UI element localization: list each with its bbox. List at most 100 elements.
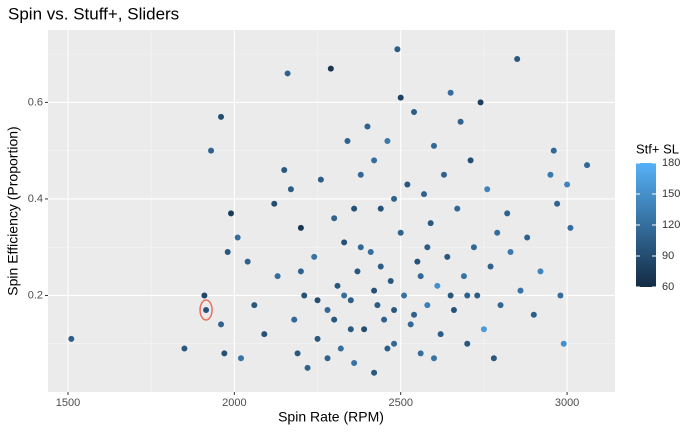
point	[291, 316, 298, 323]
colorbar	[636, 163, 656, 287]
point	[218, 113, 225, 120]
point	[407, 321, 414, 328]
point	[361, 326, 368, 333]
point	[244, 258, 251, 265]
point	[490, 355, 497, 362]
legend-title: Stf+ SL	[636, 141, 679, 156]
point	[261, 331, 268, 338]
point	[367, 249, 374, 256]
point	[324, 355, 331, 362]
point	[357, 171, 364, 178]
point	[454, 205, 461, 212]
point	[480, 326, 487, 333]
colorbar-label: 120	[662, 219, 680, 231]
point	[297, 268, 304, 275]
point	[297, 224, 304, 231]
point	[494, 229, 501, 236]
point	[371, 157, 378, 164]
point	[201, 292, 208, 299]
point	[450, 306, 457, 313]
point	[517, 287, 524, 294]
point	[414, 258, 421, 265]
point	[281, 166, 288, 173]
point	[417, 273, 424, 280]
point	[377, 205, 384, 212]
point	[421, 191, 428, 198]
point	[331, 316, 338, 323]
point	[424, 244, 431, 251]
point	[387, 277, 394, 284]
point	[437, 331, 444, 338]
point	[364, 123, 371, 130]
point	[337, 345, 344, 352]
point	[347, 297, 354, 304]
point	[354, 268, 361, 275]
point	[341, 292, 348, 299]
y-tick-label: 0.2	[28, 289, 43, 301]
point	[547, 171, 554, 178]
point	[314, 297, 321, 304]
x-tick-label: 3000	[555, 397, 579, 409]
point	[524, 234, 531, 241]
point	[381, 316, 388, 323]
point	[391, 340, 398, 347]
point	[203, 306, 210, 313]
point	[530, 311, 537, 318]
point	[464, 292, 471, 299]
y-tick-label: 0.4	[28, 193, 43, 205]
point	[234, 234, 241, 241]
point	[324, 306, 331, 313]
point	[474, 292, 481, 299]
point	[208, 147, 215, 154]
point	[560, 340, 567, 347]
chart-title: Spin vs. Stuff+, Sliders	[8, 4, 179, 23]
point	[384, 345, 391, 352]
point	[487, 263, 494, 270]
point	[274, 273, 281, 280]
point	[68, 335, 75, 342]
point	[567, 224, 574, 231]
point	[430, 142, 437, 149]
point	[497, 302, 504, 309]
point	[504, 210, 511, 217]
point	[447, 292, 454, 299]
point	[351, 205, 358, 212]
point	[584, 162, 591, 169]
point	[224, 249, 231, 256]
point	[371, 287, 378, 294]
point	[284, 70, 291, 77]
x-axis-title: Spin Rate (RPM)	[278, 409, 384, 425]
point	[514, 55, 521, 62]
point	[411, 311, 418, 318]
point	[181, 345, 188, 352]
point	[271, 200, 278, 207]
point	[440, 171, 447, 178]
point	[564, 181, 571, 188]
point	[371, 369, 378, 376]
point	[391, 306, 398, 313]
point	[311, 253, 318, 260]
point	[327, 65, 334, 72]
point	[460, 273, 467, 280]
point	[374, 302, 381, 309]
point	[464, 340, 471, 347]
point	[301, 292, 308, 299]
point	[477, 99, 484, 106]
colorbar-label: 90	[662, 250, 674, 262]
point	[550, 147, 557, 154]
colorbar-label: 60	[662, 281, 674, 293]
point	[394, 46, 401, 53]
point	[397, 94, 404, 101]
point	[434, 282, 441, 289]
y-axis-title: Spin Efficiency (Proportion)	[5, 126, 21, 295]
point	[334, 282, 341, 289]
point	[484, 186, 491, 193]
x-tick-label: 2500	[388, 397, 412, 409]
point	[294, 350, 301, 357]
point	[444, 253, 451, 260]
point	[427, 220, 434, 227]
point	[331, 215, 338, 222]
point	[377, 263, 384, 270]
colorbar-label: 180	[662, 157, 680, 169]
